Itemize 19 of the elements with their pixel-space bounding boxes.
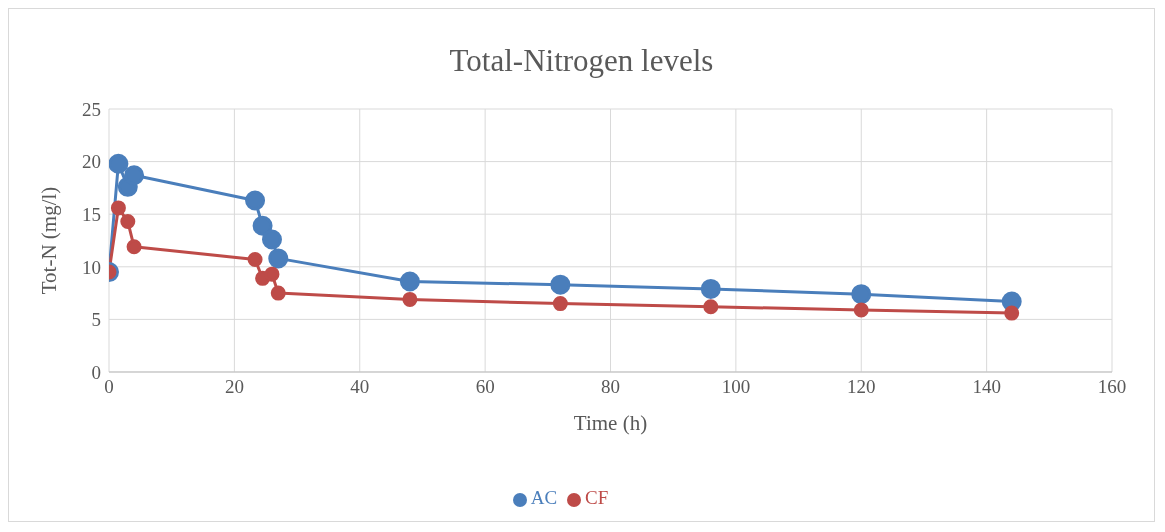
y-tick-label: 10 (82, 256, 101, 278)
x-tick-label: 40 (350, 376, 370, 398)
x-tick-label: 80 (601, 376, 620, 398)
legend-label: AC (530, 487, 558, 508)
y-tick-label: 25 (82, 98, 101, 120)
x-axis-title: Time (h) (573, 411, 648, 435)
x-tick-label: 140 (972, 376, 1001, 398)
legend-label: CF (585, 487, 609, 508)
y-tick-label: 5 (91, 309, 101, 331)
y-tick-label: 20 (82, 151, 101, 173)
y-tick-label: 0 (91, 361, 101, 383)
y-tick-label: 15 (82, 203, 101, 225)
x-tick-label: 60 (475, 376, 495, 398)
chart-title: Total-Nitrogen levels (448, 43, 715, 79)
x-tick-label: 120 (847, 376, 876, 398)
x-tick-label: 160 (1097, 376, 1127, 398)
x-tick-label: 20 (224, 376, 244, 398)
y-axis-title: Tot-N (mg/l) (37, 186, 62, 295)
x-tick-label: 100 (721, 376, 751, 398)
